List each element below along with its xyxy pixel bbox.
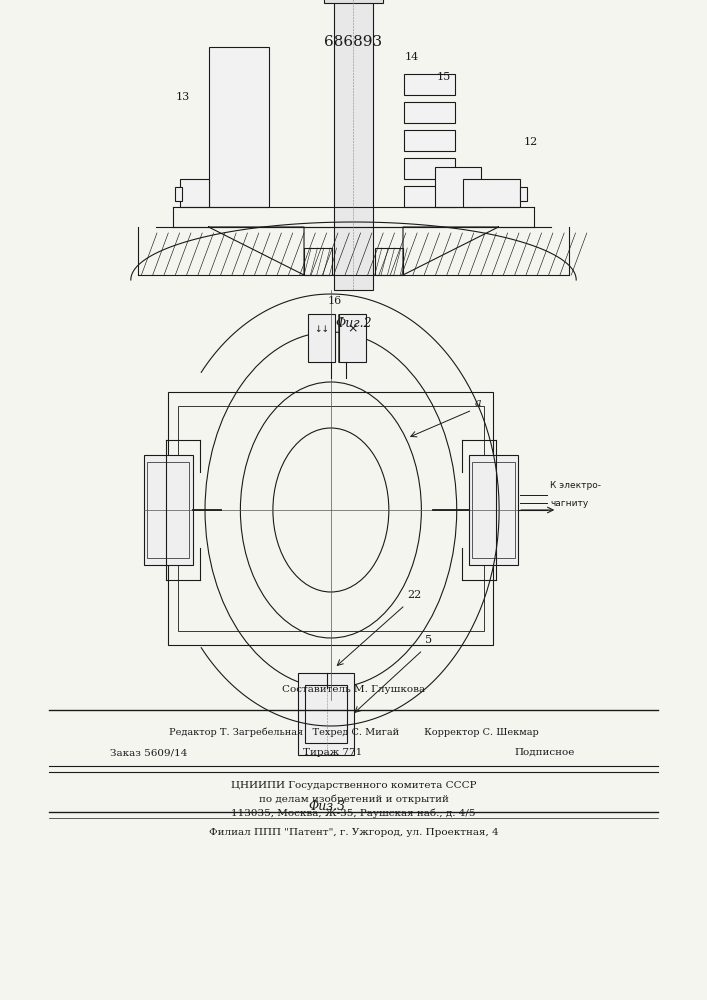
Text: 12: 12 <box>523 137 537 147</box>
Text: по делам изобретений и открытий: по делам изобретений и открытий <box>259 794 448 804</box>
Text: 22: 22 <box>407 590 421 600</box>
Text: ↓↓: ↓↓ <box>314 325 329 334</box>
Bar <box>463 179 520 207</box>
Bar <box>178 406 484 631</box>
Bar <box>308 314 335 362</box>
Text: 5: 5 <box>425 635 432 645</box>
Bar <box>520 187 527 201</box>
Bar <box>147 462 189 558</box>
Bar <box>175 187 182 201</box>
Text: 16: 16 <box>327 296 341 306</box>
Text: Φиг.2: Φиг.2 <box>335 317 372 330</box>
Bar <box>375 248 403 275</box>
Text: Подписное: Подписное <box>514 748 575 757</box>
Bar <box>209 47 269 207</box>
Bar <box>469 455 518 565</box>
Bar <box>404 130 455 151</box>
Text: К электро-: К электро- <box>550 481 601 490</box>
Text: 14: 14 <box>404 52 419 62</box>
Bar <box>305 685 347 743</box>
Text: 686893: 686893 <box>325 35 382 49</box>
Bar <box>168 392 493 645</box>
Text: Составитель М. Глушкова: Составитель М. Глушкова <box>282 685 425 694</box>
Text: 13: 13 <box>175 92 189 102</box>
Text: Заказ 5609/14: Заказ 5609/14 <box>110 748 187 757</box>
Text: Тираж 771: Тираж 771 <box>303 748 362 757</box>
Bar <box>334 0 373 290</box>
Bar <box>404 102 455 123</box>
Text: 113035, Москва, Ж-35, Раушская наб., д. 4/5: 113035, Москва, Ж-35, Раушская наб., д. … <box>231 808 476 818</box>
Bar <box>339 314 366 362</box>
Bar <box>180 179 209 207</box>
Text: Φиз.3: Φиз.3 <box>309 800 346 813</box>
Bar <box>298 673 354 755</box>
Text: Филиал ППП "Патент", г. Ужгород, ул. Проектная, 4: Филиал ППП "Патент", г. Ужгород, ул. Про… <box>209 828 498 837</box>
Bar <box>404 158 455 179</box>
Text: 15: 15 <box>437 72 451 82</box>
Bar <box>404 186 455 207</box>
Text: Редактор Т. Загребельная   Техред С. Мигай        Корректор С. Шекмар: Редактор Т. Загребельная Техред С. Мигай… <box>169 728 538 737</box>
Bar <box>304 248 332 275</box>
Bar <box>144 455 193 565</box>
Text: ЦНИИПИ Государственного комитета СССР: ЦНИИПИ Государственного комитета СССР <box>230 781 477 790</box>
Bar <box>324 0 383 3</box>
Text: ×: × <box>348 322 358 335</box>
Bar <box>404 74 455 95</box>
Bar <box>472 462 515 558</box>
Text: чагниту: чагниту <box>550 499 588 508</box>
Bar <box>435 167 481 207</box>
Text: a: a <box>475 398 481 408</box>
